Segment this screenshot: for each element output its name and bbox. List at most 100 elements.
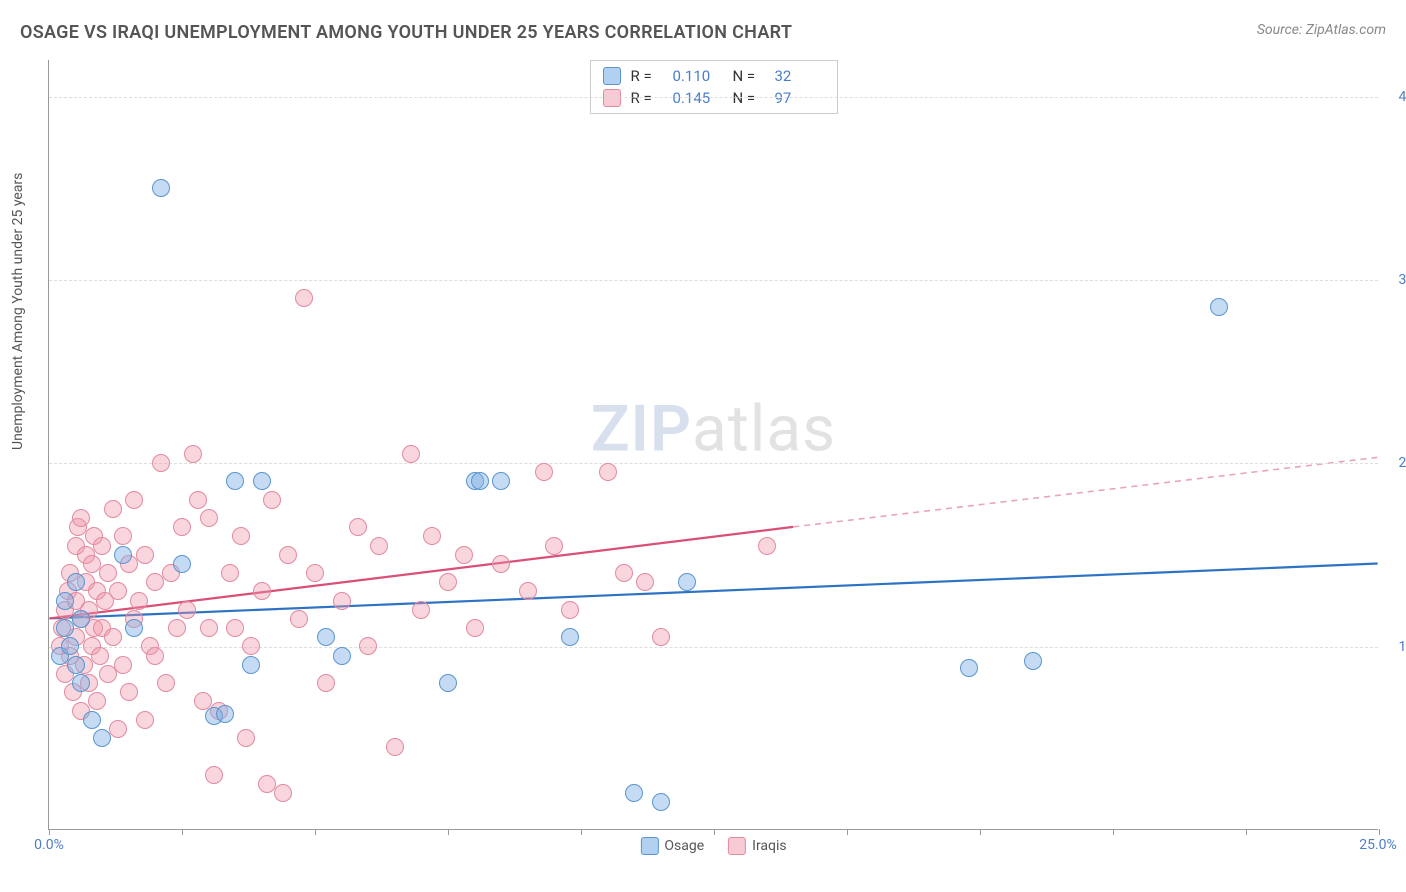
ytick-label: 30.0% xyxy=(1398,272,1406,288)
xtick-mark xyxy=(448,829,449,835)
xtick-mark xyxy=(1113,829,1114,835)
iraqi-point xyxy=(758,537,776,555)
iraqi-point xyxy=(466,619,484,637)
iraqi-point xyxy=(253,582,271,600)
iraqi-point xyxy=(157,674,175,692)
osage-point xyxy=(125,619,143,637)
osage-point xyxy=(114,546,132,564)
iraqi-point xyxy=(455,546,473,564)
osage-point xyxy=(960,659,978,677)
legend-item-iraqi: Iraqis xyxy=(728,837,786,855)
iraqi-point xyxy=(109,582,127,600)
osage-point xyxy=(1024,652,1042,670)
iraqi-point xyxy=(359,637,377,655)
xtick-mark xyxy=(1379,829,1380,835)
xtick-mark xyxy=(1246,829,1247,835)
r-label: R = xyxy=(631,89,663,107)
iraqi-point xyxy=(109,720,127,738)
iraqi-point xyxy=(205,766,223,784)
osage-swatch-icon xyxy=(640,837,658,855)
iraqi-r-value: 0.145 xyxy=(673,89,723,107)
osage-point xyxy=(561,628,579,646)
osage-point xyxy=(242,656,260,674)
iraqi-point xyxy=(114,656,132,674)
xtick-mark xyxy=(315,829,316,835)
r-label: R = xyxy=(631,67,663,85)
osage-point xyxy=(56,592,74,610)
gridline xyxy=(49,97,1378,98)
osage-point xyxy=(439,674,457,692)
trend-lines xyxy=(49,60,1378,829)
osage-point xyxy=(652,793,670,811)
xtick-mark xyxy=(980,829,981,835)
legend-item-osage: Osage xyxy=(640,837,704,855)
correlation-legend: R = 0.110 N = 32 R = 0.145 N = 97 xyxy=(590,60,838,114)
iraqi-point xyxy=(519,582,537,600)
osage-r-value: 0.110 xyxy=(673,67,723,85)
chart-title: OSAGE VS IRAQI UNEMPLOYMENT AMONG YOUTH … xyxy=(20,22,792,43)
iraqi-point xyxy=(146,647,164,665)
osage-point xyxy=(226,472,244,490)
iraqi-point xyxy=(535,463,553,481)
iraqi-point xyxy=(349,518,367,536)
osage-point xyxy=(678,573,696,591)
watermark-bold: ZIP xyxy=(591,392,692,467)
iraqi-point xyxy=(173,518,191,536)
iraqi-point xyxy=(439,573,457,591)
iraqi-point xyxy=(200,619,218,637)
ytick-label: 10.0% xyxy=(1398,639,1406,655)
iraqi-point xyxy=(120,683,138,701)
iraqi-point xyxy=(99,665,117,683)
legend-row-iraqi: R = 0.145 N = 97 xyxy=(603,87,825,109)
iraqi-swatch-icon xyxy=(728,837,746,855)
iraqi-point xyxy=(306,564,324,582)
iraqi-point xyxy=(184,445,202,463)
iraqi-point xyxy=(152,454,170,472)
legend-row-osage: R = 0.110 N = 32 xyxy=(603,65,825,87)
iraqi-point xyxy=(189,491,207,509)
osage-point xyxy=(253,472,271,490)
osage-point xyxy=(1210,298,1228,316)
iraqi-point xyxy=(370,537,388,555)
iraqi-point xyxy=(136,711,154,729)
n-label: N = xyxy=(733,67,765,85)
y-axis-label: Unemployment Among Youth under 25 years xyxy=(10,173,26,450)
iraqi-point xyxy=(561,601,579,619)
iraqi-n-value: 97 xyxy=(775,89,825,107)
iraqi-point xyxy=(91,647,109,665)
xtick-mark xyxy=(714,829,715,835)
iraqi-point xyxy=(412,601,430,619)
iraqi-swatch-icon xyxy=(603,89,621,107)
iraqi-point xyxy=(237,729,255,747)
osage-point xyxy=(625,784,643,802)
iraqi-point xyxy=(599,463,617,481)
osage-point xyxy=(492,472,510,490)
osage-n-value: 32 xyxy=(775,67,825,85)
osage-point xyxy=(93,729,111,747)
osage-point xyxy=(67,573,85,591)
iraqi-point xyxy=(636,573,654,591)
osage-swatch-icon xyxy=(603,67,621,85)
xtick-min: 0.0% xyxy=(34,837,64,853)
iraqi-point xyxy=(274,784,292,802)
iraqi-point xyxy=(295,289,313,307)
iraqi-point xyxy=(423,527,441,545)
osage-point xyxy=(72,610,90,628)
iraqi-point xyxy=(317,674,335,692)
iraqi-point xyxy=(168,619,186,637)
xtick-max: 25.0% xyxy=(1359,837,1397,853)
source-link[interactable]: ZipAtlas.com xyxy=(1306,22,1386,38)
iraqi-point xyxy=(242,637,260,655)
osage-point xyxy=(471,472,489,490)
iraqi-point xyxy=(114,527,132,545)
osage-point xyxy=(317,628,335,646)
iraqi-point xyxy=(492,555,510,573)
legend-osage-label: Osage xyxy=(664,838,704,854)
iraqi-point xyxy=(545,537,563,555)
iraqi-point xyxy=(232,527,250,545)
iraqi-point xyxy=(402,445,420,463)
iraqi-point xyxy=(146,573,164,591)
iraqi-point xyxy=(72,509,90,527)
iraqi-point xyxy=(104,500,122,518)
iraqi-point xyxy=(226,619,244,637)
